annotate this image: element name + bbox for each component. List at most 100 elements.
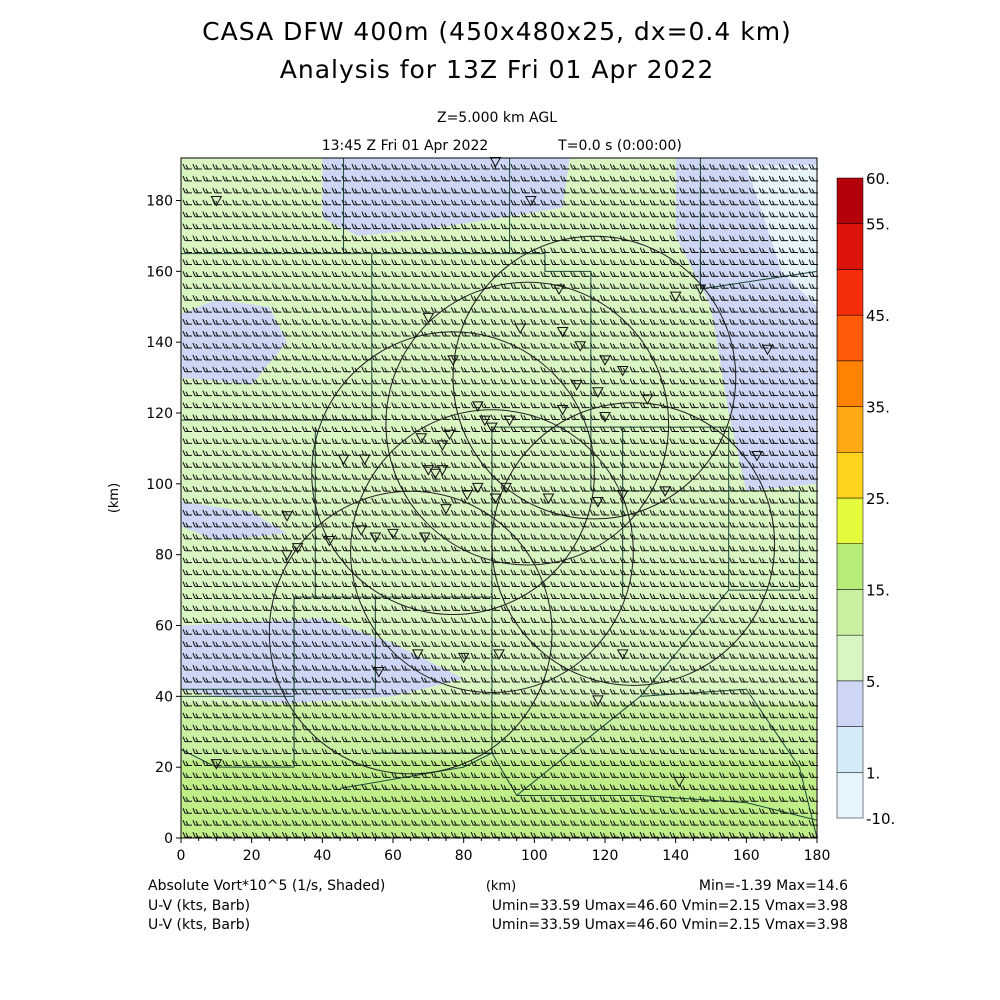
radar-site-marker <box>436 440 449 451</box>
radar-site-marker <box>369 532 382 543</box>
x-tick-label: 40 <box>313 848 331 864</box>
radar-site-marker <box>542 493 555 505</box>
chart-subtitle: Analysis for 13Z Fri 01 Apr 2022 <box>280 55 714 84</box>
radar-site-marker <box>599 412 611 423</box>
colorbar-label: 35. <box>866 399 890 417</box>
vector-label-1: U-V (kts, Barb) <box>148 898 250 914</box>
y-tick-label: 40 <box>155 689 173 705</box>
radar-site-marker <box>443 429 456 441</box>
level-label: Z=5.000 km AGL <box>437 110 557 126</box>
x-tick-label: 180 <box>804 848 831 864</box>
county-line <box>339 752 493 789</box>
x-tick-label: 120 <box>592 848 619 864</box>
radar-site-marker <box>669 291 682 303</box>
colorbar-bin <box>836 680 864 727</box>
colorbar-bin <box>836 177 864 224</box>
radar-site-marker <box>281 550 293 561</box>
field-range: Min=-1.39 Max=14.6 <box>699 878 848 894</box>
y-tick-label: 60 <box>155 619 173 635</box>
range-ring <box>491 402 776 686</box>
colorbar-label: -10. <box>866 810 895 828</box>
radar-site-marker <box>500 482 512 494</box>
x-axis-label: (km) <box>486 879 516 894</box>
radar-site-marker <box>570 380 583 391</box>
radar-site-marker <box>457 652 470 664</box>
x-tick-label: 80 <box>455 848 473 864</box>
y-tick-label: 0 <box>164 831 173 847</box>
colorbar-bin <box>836 269 864 316</box>
radar-site-marker <box>553 284 565 296</box>
radar-site-marker <box>524 196 537 207</box>
y-axis-label: (km) <box>107 483 122 513</box>
radar-site-marker <box>659 486 671 497</box>
radar-site-marker <box>479 415 491 427</box>
colorbar-label: 45. <box>866 307 890 325</box>
x-tick-label: 140 <box>662 848 689 864</box>
radar-site-marker <box>751 451 763 462</box>
time-label: 13:45 Z Fri 01 Apr 2022 <box>322 138 489 154</box>
radar-site-marker <box>489 493 502 505</box>
elapsed-label: T=0.0 s (0:00:00) <box>557 138 682 154</box>
x-tick-label: 100 <box>521 848 548 864</box>
radar-site-marker <box>574 341 587 352</box>
y-tick-label: 20 <box>155 760 173 776</box>
radar-site-marker <box>281 511 293 522</box>
chart-title: CASA DFW 400m (450x480x25, dx=0.4 km) <box>202 17 792 46</box>
radar-site-marker <box>447 355 459 366</box>
range-ring <box>385 281 670 566</box>
x-tick-label: 60 <box>384 848 402 864</box>
radar-site-marker <box>355 525 368 536</box>
y-tick-label: 140 <box>146 335 173 351</box>
radar-site-marker <box>514 323 527 335</box>
wind-barbs <box>182 163 819 838</box>
x-tick-label: 160 <box>733 848 760 864</box>
colorbar-label: 5. <box>866 673 880 691</box>
colorbar-label: 15. <box>866 581 890 599</box>
radar-site-marker <box>210 759 223 770</box>
radar-site-marker <box>440 504 452 515</box>
radar-site-marker <box>486 422 498 434</box>
y-tick-label: 180 <box>146 194 173 210</box>
radar-site-marker <box>323 536 336 547</box>
radar-site-marker <box>592 695 604 706</box>
radar-site-marker <box>387 528 399 540</box>
range-ring <box>311 331 595 616</box>
plot-area <box>180 157 819 839</box>
radar-site-marker <box>592 387 604 398</box>
colorbar-bin <box>836 589 864 636</box>
radar-site-marker <box>503 415 516 427</box>
radar-site-marker <box>673 776 686 788</box>
y-axis: 0 20 40 60 80 100 120 140 160 180 <box>146 194 181 847</box>
radar-site-marker <box>210 196 223 207</box>
shade-low-region <box>181 299 287 385</box>
colorbar: 60. 55. 45. 35. 25. 15. 5. 1. -10. <box>836 170 895 828</box>
colorbar-bin <box>836 314 864 362</box>
colorbar-bin <box>836 406 864 453</box>
radar-site-marker <box>616 489 629 501</box>
radar-site-marker <box>761 344 774 356</box>
radar-site-markers <box>210 157 774 788</box>
y-tick-label: 160 <box>146 264 173 280</box>
radar-site-marker <box>418 532 431 543</box>
radar-site-marker <box>461 489 474 501</box>
radar-site-marker <box>422 312 435 324</box>
county-line <box>728 490 800 591</box>
county-line <box>181 253 373 421</box>
colorbar-bin <box>836 223 864 270</box>
x-tick-label: 20 <box>243 848 261 864</box>
x-axis: 0 20 40 60 80 100 120 140 160 180 <box>177 838 831 864</box>
radar-site-marker <box>556 327 569 338</box>
vector-stats-2: Umin=33.59 Umax=46.60 Vmin=2.15 Vmax=3.9… <box>492 917 848 933</box>
shade-low-region <box>181 501 287 541</box>
shade-low-region <box>181 618 464 704</box>
radar-site-marker <box>493 649 505 660</box>
colorbar-bin <box>836 772 864 819</box>
vorticity-shading <box>181 158 817 838</box>
radar-site-marker <box>429 468 442 480</box>
y-tick-label: 80 <box>155 548 173 564</box>
radar-site-marker <box>471 482 484 494</box>
colorbar-label: 1. <box>866 764 880 782</box>
colorbar-label: 25. <box>866 490 890 508</box>
radar-site-marker <box>641 394 654 405</box>
